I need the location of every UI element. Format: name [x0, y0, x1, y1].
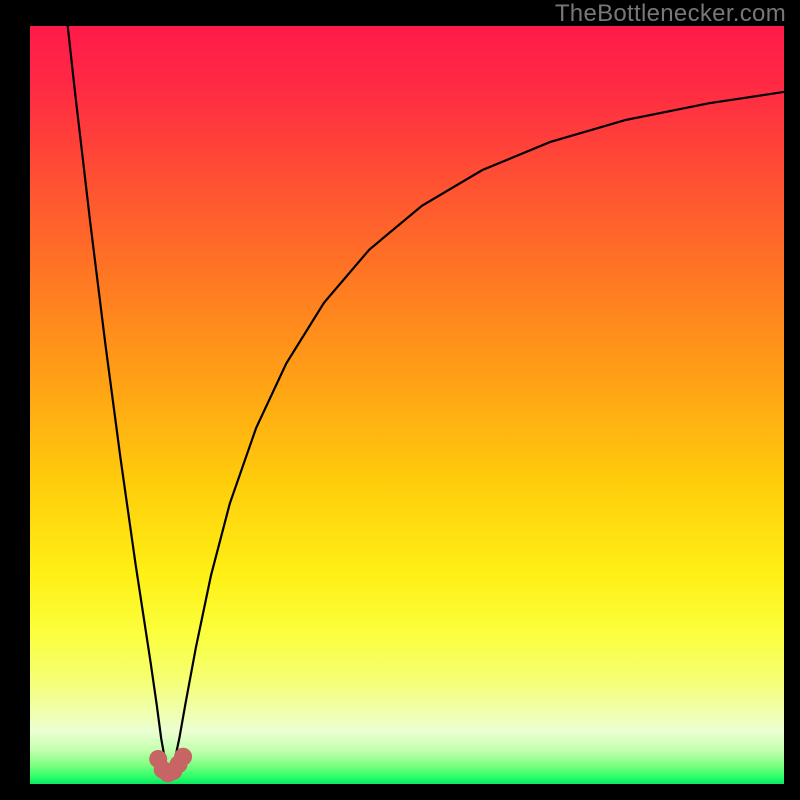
- chart-svg: [30, 26, 784, 784]
- watermark-text: TheBottlenecker.com: [555, 0, 786, 28]
- chart-background: [30, 26, 784, 784]
- bottleneck-chart: [30, 26, 784, 784]
